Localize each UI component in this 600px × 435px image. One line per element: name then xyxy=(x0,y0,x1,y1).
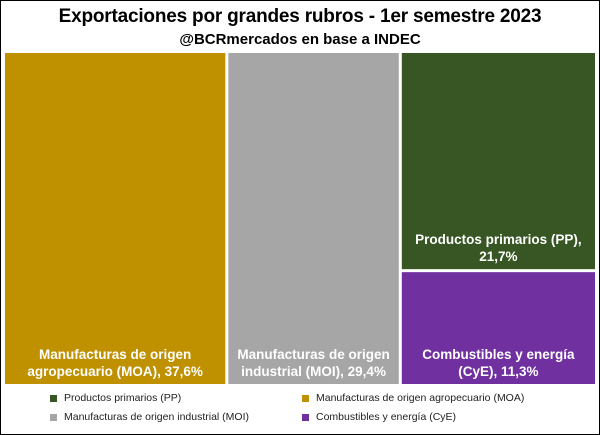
treemap-tile-cye xyxy=(401,272,595,384)
chart-title: Exportaciones por grandes rubros - 1er s… xyxy=(58,6,542,27)
legend-label: Combustibles y energía (CyE) xyxy=(316,411,457,423)
treemap-label-line: (CyE), 11,3% xyxy=(458,364,538,379)
legend-swatch xyxy=(50,413,57,421)
legend-label: Productos primarios (PP) xyxy=(64,392,182,404)
treemap-label-pp: Productos primarios (PP), 21,7% xyxy=(415,232,582,264)
treemap-label-moa: Manufacturas de origen agropecuario (MOA)… xyxy=(27,347,203,379)
treemap-label-line: agropecuario (MOA), 37,6% xyxy=(27,364,203,379)
treemap-tile-moi xyxy=(228,53,399,384)
treemap-label-cye: Combustibles y energía (CyE), 11,3% xyxy=(422,347,575,379)
treemap-label-line: Manufacturas de origen xyxy=(39,347,191,362)
legend-label: Manufacturas de origen industrial (MOI) xyxy=(64,411,249,423)
legend-item: Productos primarios (PP) xyxy=(50,392,181,404)
treemap-label-moi: Manufacturas de origen industrial (MOI), … xyxy=(237,347,389,379)
legend-item: Combustibles y energía (CyE) xyxy=(302,411,456,423)
treemap-label-line: Combustibles y energía xyxy=(422,347,575,362)
treemap-label-line: Manufacturas de origen xyxy=(237,347,389,362)
treemap-label-line: Productos primarios (PP), xyxy=(415,232,582,247)
legend-swatch xyxy=(302,394,309,402)
treemap-tile-pp xyxy=(401,53,595,270)
treemap-label-line: 21,7% xyxy=(479,249,517,264)
legend-item: Manufacturas de origen industrial (MOI) xyxy=(50,411,249,423)
legend-swatch xyxy=(302,413,309,421)
treemap-label-line: industrial (MOI), 29,4% xyxy=(241,364,386,379)
legend-item: Manufacturas de origen agropecuario (MOA… xyxy=(302,392,524,404)
legend-label: Manufacturas de origen agropecuario (MOA… xyxy=(316,392,525,404)
treemap-tile-moa xyxy=(5,53,226,384)
legend-swatch xyxy=(50,394,57,402)
chart-subtitle: @BCRmercados en base a INDEC xyxy=(179,31,421,48)
